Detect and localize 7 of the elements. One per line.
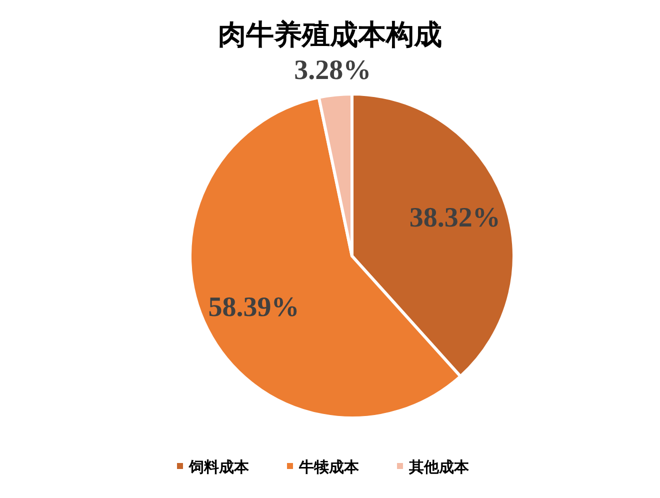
- data-label: 58.39%: [208, 292, 300, 323]
- data-label: 38.32%: [409, 202, 500, 234]
- data-label: 3.28%: [294, 54, 372, 86]
- chart-title: 肉牛养殖成本构成: [218, 18, 442, 51]
- legend-label: 饲料成本: [188, 458, 250, 476]
- legend-label: 其他成本: [408, 458, 470, 476]
- legend-label: 牛犊成本: [298, 458, 360, 476]
